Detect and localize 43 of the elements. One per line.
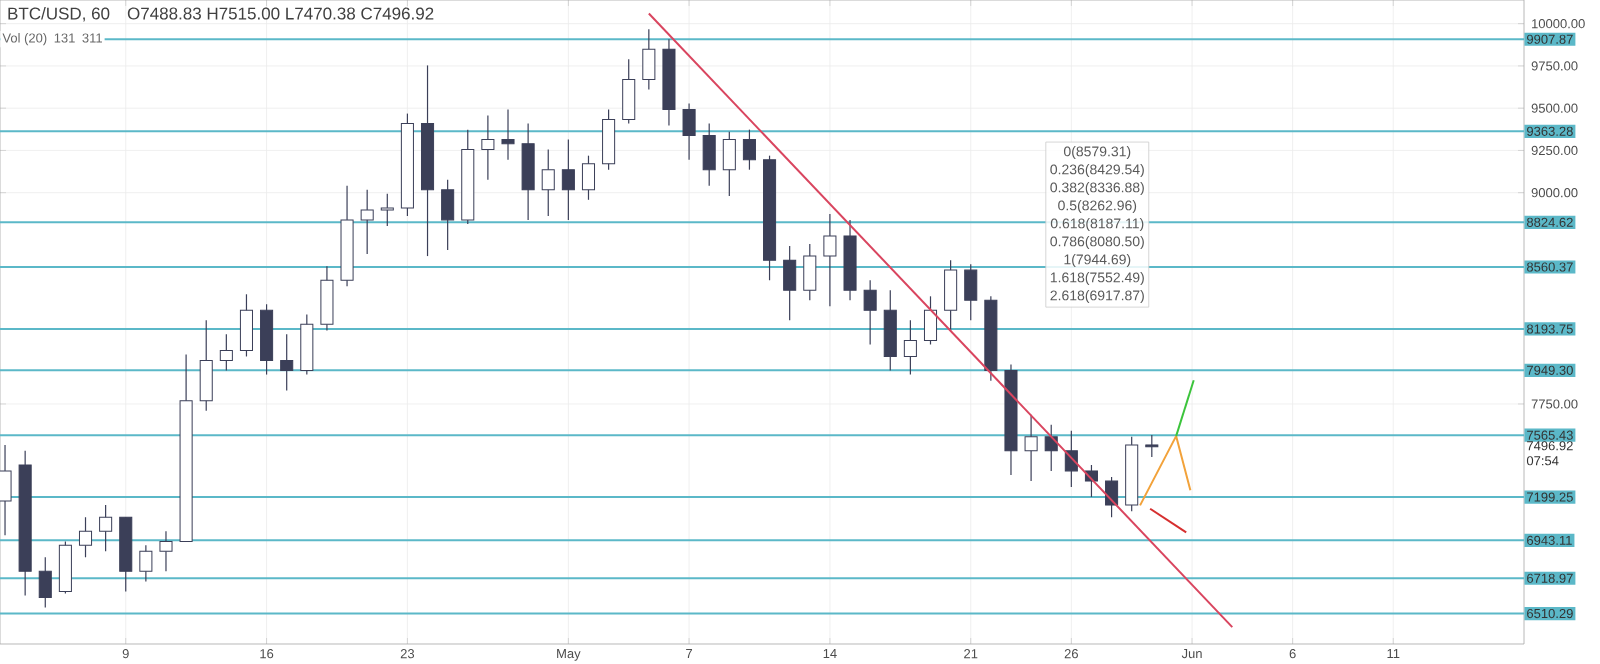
candlestick bbox=[581, 155, 596, 201]
candlestick bbox=[642, 28, 656, 91]
candlestick bbox=[561, 139, 575, 221]
candlestick bbox=[823, 213, 837, 307]
candlestick bbox=[622, 58, 636, 125]
candlestick bbox=[702, 122, 716, 187]
candlestick bbox=[199, 319, 213, 412]
candlestick bbox=[0, 444, 12, 536]
candlestick bbox=[521, 122, 535, 221]
candlestick bbox=[58, 540, 72, 595]
candlestick bbox=[964, 263, 978, 321]
candlestick bbox=[481, 115, 495, 181]
candlestick bbox=[441, 179, 455, 251]
candlestick bbox=[541, 148, 555, 217]
chart-title: BTC/USD, 60 bbox=[8, 7, 110, 22]
candlestick bbox=[38, 556, 52, 609]
candlestick bbox=[99, 504, 113, 552]
chart-subtitle: O7488.83 H7515.00 L7470.38 C7496.92 bbox=[127, 7, 434, 20]
candlestick bbox=[219, 333, 233, 372]
candlestick bbox=[883, 289, 897, 372]
candlestick bbox=[360, 189, 374, 255]
candlestick bbox=[300, 313, 314, 376]
candlestick bbox=[320, 265, 334, 332]
candlestick bbox=[1145, 434, 1159, 458]
candlestick bbox=[1105, 476, 1119, 518]
candlestick bbox=[783, 245, 797, 321]
candlestick bbox=[280, 333, 294, 392]
candlestick bbox=[722, 131, 736, 197]
candlestick bbox=[742, 129, 756, 171]
candlestick bbox=[602, 108, 616, 171]
candlestick bbox=[803, 243, 817, 301]
candlestick bbox=[239, 293, 253, 358]
candlestick bbox=[1024, 414, 1038, 482]
candlestick bbox=[139, 544, 153, 583]
candlestick bbox=[501, 108, 515, 161]
candlestick bbox=[903, 319, 917, 376]
candlestick bbox=[944, 259, 958, 332]
candlestick bbox=[159, 530, 173, 572]
candlestick bbox=[380, 193, 394, 227]
candlestick bbox=[78, 516, 93, 558]
candlestick bbox=[863, 279, 877, 346]
candlestick bbox=[682, 102, 696, 161]
candlestick bbox=[923, 295, 938, 346]
